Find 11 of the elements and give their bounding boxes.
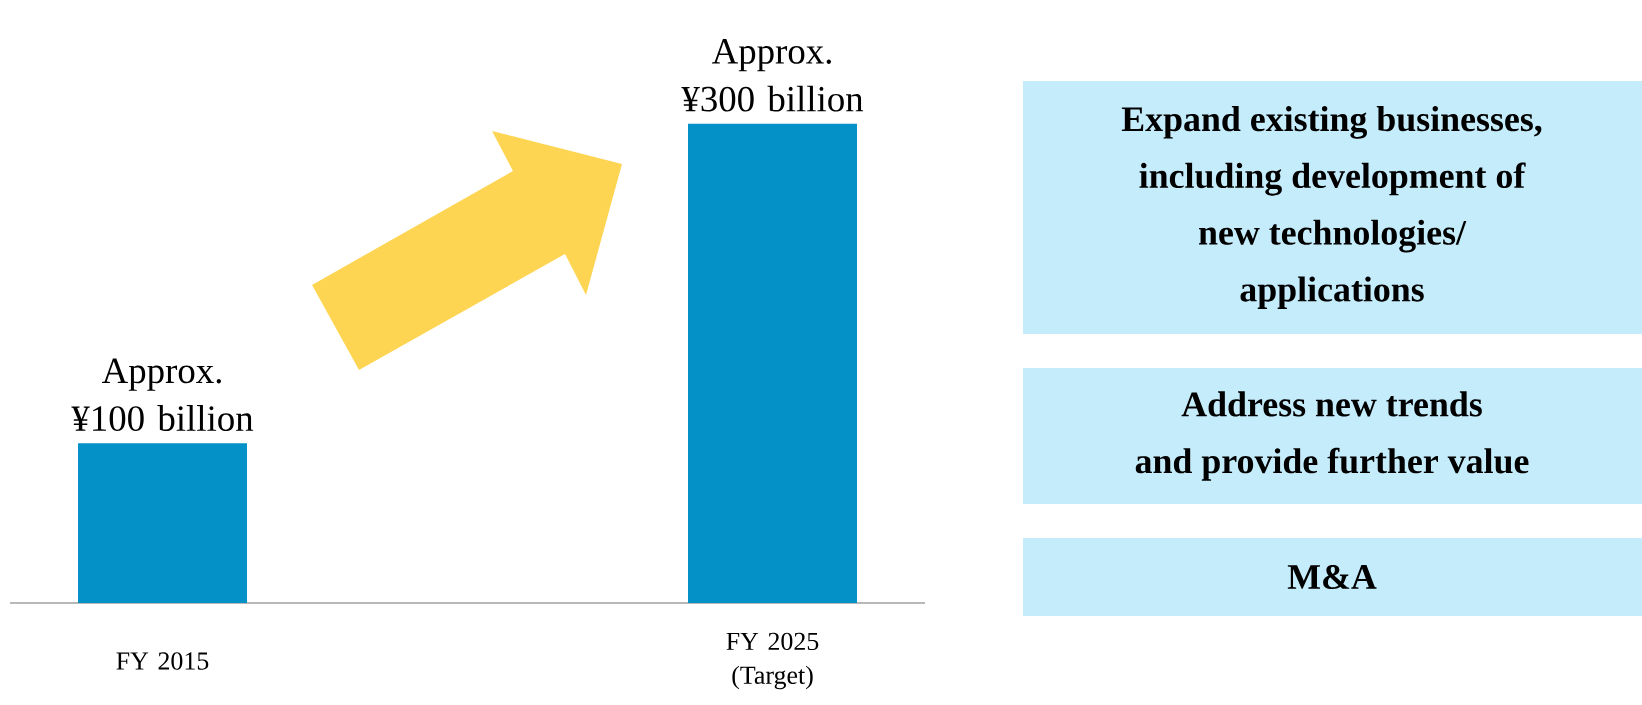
text: applications (1240, 276, 1424, 309)
text: new technologies/ (1198, 219, 1467, 253)
x-tick-label: FY 2015 (116, 652, 209, 670)
data-label: Approx. ¥300 billion (681, 39, 864, 112)
text: including development of (1139, 162, 1526, 196)
data-label: Approx. ¥100 billion (71, 358, 254, 432)
text: Address new trends (1181, 391, 1482, 417)
text: Expand existing businesses, (1121, 106, 1542, 139)
text: M&A (1287, 564, 1377, 590)
x-tick-label: FY 2025 (Target) (726, 632, 819, 690)
text: and provide further value (1135, 447, 1529, 481)
